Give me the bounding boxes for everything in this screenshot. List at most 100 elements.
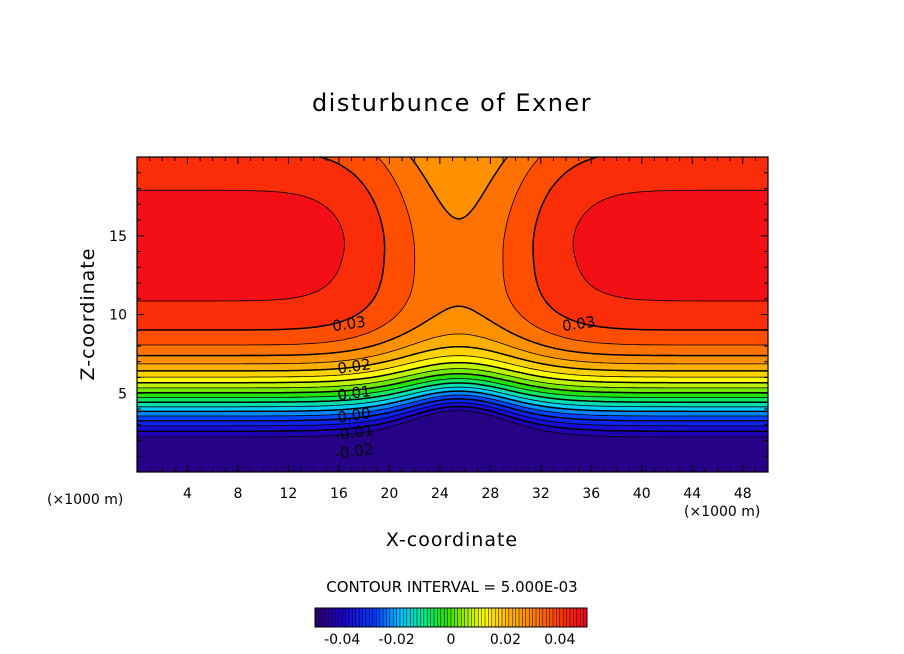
colorbar-cell xyxy=(515,608,520,627)
contour-line xyxy=(137,394,768,417)
contour-line xyxy=(137,402,768,427)
colorbar-tick-label: 0 xyxy=(447,632,456,648)
colorbar-cell xyxy=(468,608,472,627)
contour-label: -0.01 xyxy=(334,421,375,444)
contour-line xyxy=(137,345,768,372)
contour-interval-text: CONTOUR INTERVAL = 5.000E-03 xyxy=(326,578,577,596)
colorbar-cell xyxy=(464,608,469,627)
contour-label: 0.00 xyxy=(336,404,372,426)
contour-label: 0.02 xyxy=(336,355,372,377)
contour-line xyxy=(137,156,768,346)
colorbar-cell xyxy=(315,608,319,627)
y-tick-label: 15 xyxy=(109,229,127,245)
colorbar-cell xyxy=(471,608,476,627)
colorbar-cell xyxy=(383,608,387,627)
colorbar-cell xyxy=(318,608,323,627)
colorbar-frame xyxy=(314,607,588,628)
colorbar-cell xyxy=(440,608,445,627)
x-tick-label: 24 xyxy=(431,486,449,502)
x-axis-label: X-coordinate xyxy=(386,529,518,551)
colorbar-cell xyxy=(461,608,465,627)
colorbar-cell xyxy=(379,608,384,627)
contour-line xyxy=(137,405,768,432)
colorbar-tick-label: -0.04 xyxy=(324,632,360,648)
colorbar-cell xyxy=(451,608,455,627)
colorbar-cell xyxy=(372,608,377,627)
contour-line xyxy=(137,398,768,422)
colorbar-cell xyxy=(355,608,360,627)
contour-line xyxy=(137,368,768,389)
colorbar-cell xyxy=(417,608,421,627)
colorbar-cell xyxy=(522,608,527,627)
colorbar-cell xyxy=(366,608,370,627)
x-tick-label: 28 xyxy=(481,486,499,502)
colorbar-cell xyxy=(342,608,346,627)
colorbar-cell xyxy=(376,608,380,627)
colorbar-cell xyxy=(403,608,408,627)
contour-label: -0.02 xyxy=(334,440,375,463)
colorbar-cell xyxy=(386,608,391,627)
colorbar-cell xyxy=(389,608,394,627)
contour-lines xyxy=(137,156,768,438)
colorbar-cell xyxy=(454,608,459,627)
y-tick-label: 5 xyxy=(118,386,127,402)
color-filled-field xyxy=(137,157,768,472)
colorbar-cell xyxy=(539,608,544,627)
colorbar-cell xyxy=(423,608,428,627)
colorbar-cell xyxy=(481,608,486,627)
colorbar-cell xyxy=(563,608,567,627)
colorbar-cell xyxy=(576,608,581,627)
x-tick-label: 32 xyxy=(532,486,550,502)
colorbar-cell xyxy=(566,608,571,627)
contour-labels: 0.03 0.03 0.02 0.010.00-0.01-0.02 xyxy=(331,313,596,463)
x-tick-label: 20 xyxy=(380,486,398,502)
colorbar-cell xyxy=(556,608,561,627)
x-axis: 4 8 12 16 20 24 28 32 36 40 44 48 xyxy=(136,157,769,502)
colorbar-cell xyxy=(352,608,357,627)
x-unit-right: (×1000 m) xyxy=(684,504,760,520)
colorbar-cell xyxy=(362,608,367,627)
y-axis: 5 10 15 xyxy=(109,156,768,473)
colorbar-cell xyxy=(498,608,503,627)
colorbar-cell xyxy=(437,608,442,627)
colorbar-cell xyxy=(393,608,397,627)
colorbar-cell xyxy=(570,608,574,627)
contour-line xyxy=(137,378,768,398)
colorbar-cell xyxy=(349,608,353,627)
colorbar-cell xyxy=(474,608,479,627)
x-unit-left: (×1000 m) xyxy=(47,492,123,508)
colorbar-cell xyxy=(542,608,547,627)
y-tick-label: 10 xyxy=(109,308,127,324)
colorbar-tick-label: -0.02 xyxy=(378,632,414,648)
colorbar-cell xyxy=(583,608,588,627)
x-tick-label: 4 xyxy=(183,486,192,502)
colorbar-cell xyxy=(508,608,513,627)
colorbar-cell xyxy=(427,608,431,627)
colorbar-cell xyxy=(345,608,350,627)
colorbar: -0.04 -0.02 0 0.02 0.04 xyxy=(314,607,588,648)
chart-title: disturbunce of Exner xyxy=(312,89,592,117)
x-tick-label: 44 xyxy=(683,486,701,502)
colorbar-cell xyxy=(444,608,448,627)
colorbar-cell xyxy=(532,608,537,627)
colorbar-cell xyxy=(553,608,557,627)
colorbar-cell xyxy=(434,608,438,627)
colorbar-cell xyxy=(359,608,363,627)
plot-area: 0.03 0.03 0.02 0.010.00-0.01-0.02 xyxy=(136,156,769,473)
colorbar-cell xyxy=(478,608,482,627)
x-tick-label: 40 xyxy=(633,486,651,502)
colorbar-cell xyxy=(406,608,411,627)
contour-line xyxy=(137,156,768,357)
contour-line xyxy=(137,189,768,302)
colorbar-tick-label: 0.02 xyxy=(490,632,521,648)
contour-line xyxy=(137,410,768,438)
colorbar-cell xyxy=(410,608,414,627)
colorbar-cell xyxy=(559,608,564,627)
colorbar-cell xyxy=(338,608,343,627)
colorbar-cell xyxy=(505,608,510,627)
colorbar-cell xyxy=(536,608,540,627)
contour-line xyxy=(137,382,768,403)
contour-label: 0.01 xyxy=(336,382,372,404)
contour-line xyxy=(137,390,768,413)
